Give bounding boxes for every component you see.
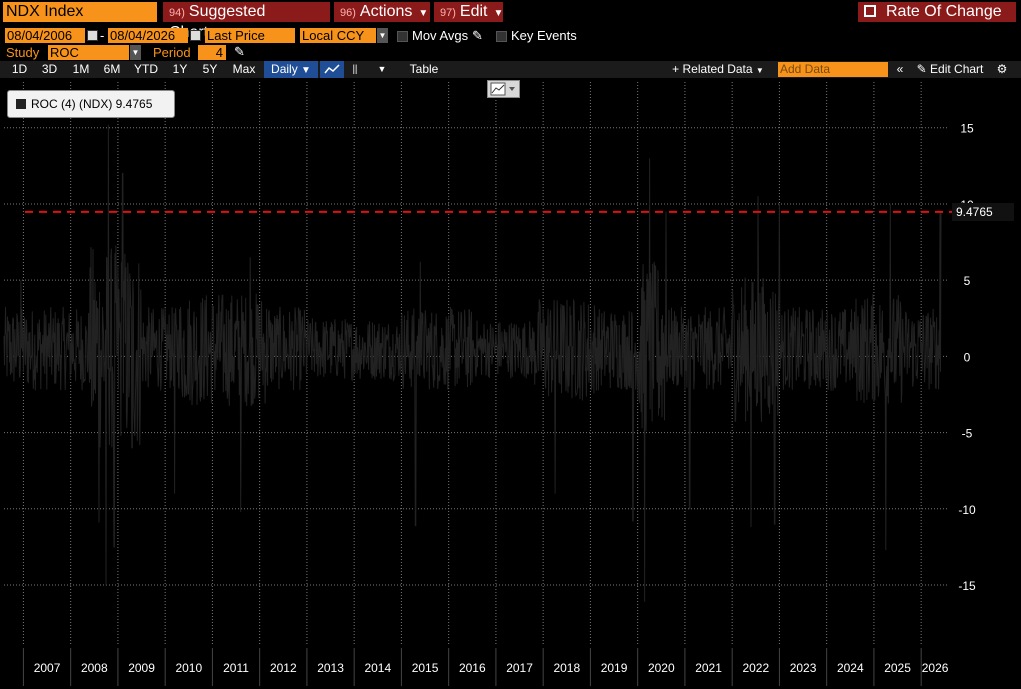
frequency-select[interactable]: Daily ▼ <box>264 61 318 78</box>
study-select[interactable]: ROC <box>48 45 129 60</box>
x-tick-label: 2019 <box>601 661 628 675</box>
chevron-down-icon[interactable]: ▼ <box>377 28 388 43</box>
x-tick-label: 2016 <box>459 661 486 675</box>
chevron-down-icon: ▼ <box>301 65 311 76</box>
chevron-down-icon: ▼ <box>493 8 504 19</box>
range-ytd[interactable]: YTD <box>134 62 158 76</box>
current-value-label: 9.4765 <box>952 202 1014 221</box>
x-tick-label: 2008 <box>81 661 108 675</box>
x-tick-label: 2025 <box>884 661 911 675</box>
ticker-field[interactable]: NDX Index <box>3 2 157 22</box>
menu-number: 97) <box>440 7 456 19</box>
x-tick-label: 2022 <box>742 661 769 675</box>
mov-avgs-checkbox[interactable] <box>397 31 408 42</box>
x-tick-label: 2017 <box>506 661 533 675</box>
edit-chart-label: Edit Chart <box>930 62 984 76</box>
page-title: Rate Of Change <box>886 3 1002 20</box>
chart-type-icon[interactable] <box>487 80 520 98</box>
y-axis: 151050-5-10-15 <box>958 122 976 593</box>
menu-number: 96) <box>340 7 356 19</box>
menu-label: Edit <box>459 3 488 20</box>
bar-chart-icon[interactable]: Ⅱ <box>351 62 359 77</box>
line-chart-icon[interactable] <box>320 61 344 78</box>
range-1y[interactable]: 1Y <box>172 62 188 76</box>
y-tick-label: -15 <box>958 579 976 593</box>
related-data-label: Related Data <box>682 62 753 76</box>
export-icon <box>864 5 876 17</box>
pencil-icon[interactable]: ✎ <box>472 28 483 43</box>
period-label: Period <box>153 45 191 60</box>
x-tick-label: 2009 <box>128 661 155 675</box>
edit-chart-button[interactable]: ✎ Edit Chart <box>912 61 988 78</box>
x-tick-label: 2024 <box>837 661 864 675</box>
legend[interactable]: ROC (4) (NDX) 9.4765 <box>7 90 175 118</box>
y-tick-label: 5 <box>964 274 971 288</box>
x-axis: 2007 2008 2009 2010 2011 2012 2013 2014 2015 2016… <box>22 648 949 686</box>
study-label: Study <box>6 45 40 60</box>
menu-number: 94) <box>169 7 185 19</box>
range-5y[interactable]: 5Y <box>202 62 218 76</box>
range-1m[interactable]: 1M <box>72 62 90 76</box>
plus-icon: + <box>672 62 680 76</box>
chevron-down-icon: ▼ <box>418 8 429 19</box>
window-title[interactable]: Rate Of Change <box>858 2 1016 22</box>
range-1d[interactable]: 1D <box>11 62 28 76</box>
key-events-checkbox[interactable] <box>496 31 507 42</box>
edit-menu[interactable]: 97) Edit ▼ <box>434 2 503 22</box>
range-3d[interactable]: 3D <box>41 62 58 76</box>
x-tick-label: 2014 <box>364 661 391 675</box>
currency-select[interactable]: Local CCY <box>300 28 376 43</box>
chart-area: 151050-5-10-15 2007200820092010201120122… <box>3 82 976 686</box>
related-data-button[interactable]: + Related Data ▼ <box>668 61 768 78</box>
x-tick-label: 2020 <box>648 661 675 675</box>
x-tick-label: 2021 <box>695 661 722 675</box>
collapse-icon[interactable]: « <box>896 62 904 76</box>
x-tick-label: 2011 <box>223 661 249 675</box>
range-6m[interactable]: 6M <box>103 62 121 76</box>
table-button[interactable]: Table <box>409 62 439 76</box>
actions-menu[interactable]: 96) Actions ▼ <box>334 2 430 22</box>
y-tick-label: -10 <box>958 503 976 517</box>
mov-avgs-label: Mov Avgs <box>412 28 469 43</box>
legend-swatch <box>16 99 26 109</box>
price-field-select[interactable]: Last Price <box>205 28 295 43</box>
y-tick-label: 0 <box>964 350 971 364</box>
range-toolbar: 1D 3D 1M 6M YTD 1Y 5Y Max Daily ▼ Ⅱ ▼ Ta… <box>0 61 1021 78</box>
chevron-down-icon[interactable]: ▼ <box>377 64 387 74</box>
x-tick-label: 2015 <box>412 661 439 675</box>
x-tick-label: 2018 <box>553 661 580 675</box>
frequency-label: Daily <box>271 62 298 76</box>
menu-label: Actions <box>359 3 413 20</box>
x-tick-label: 2026 <box>922 661 949 675</box>
pencil-icon: ✎ <box>916 62 927 76</box>
key-events-label: Key Events <box>511 28 577 43</box>
x-tick-label: 2012 <box>270 661 297 675</box>
x-tick-label: 2023 <box>790 661 817 675</box>
start-date-field[interactable]: 08/04/2006 <box>5 28 85 43</box>
legend-label: ROC (4) (NDX) 9.4765 <box>31 97 153 111</box>
y-tick-label: 15 <box>960 122 974 136</box>
suggested-charts-menu[interactable]: 94)Suggested Charts▼ <box>163 2 330 41</box>
chevron-down-icon[interactable]: ▼ <box>130 45 141 60</box>
title-bar: NDX Index 94)Suggested Charts▼ 96)Action… <box>0 0 1021 41</box>
x-tick-label: 2007 <box>34 661 61 675</box>
gear-icon[interactable]: ⚙ <box>996 62 1008 76</box>
y-tick-label: -5 <box>962 427 973 441</box>
calendar-icon[interactable] <box>190 30 201 41</box>
period-input[interactable]: 4 <box>198 45 226 60</box>
range-max[interactable]: Max <box>232 62 256 76</box>
end-date-field[interactable]: 08/04/2026 <box>108 28 188 43</box>
calendar-icon[interactable] <box>87 30 98 41</box>
date-separator: - <box>100 28 105 43</box>
add-data-input[interactable]: Add Data <box>778 62 888 77</box>
x-tick-label: 2010 <box>175 661 202 675</box>
x-tick-label: 2013 <box>317 661 344 675</box>
roc-series-line <box>3 124 942 602</box>
chevron-down-icon: ▼ <box>755 66 764 75</box>
pencil-icon[interactable]: ✎ <box>234 44 245 59</box>
